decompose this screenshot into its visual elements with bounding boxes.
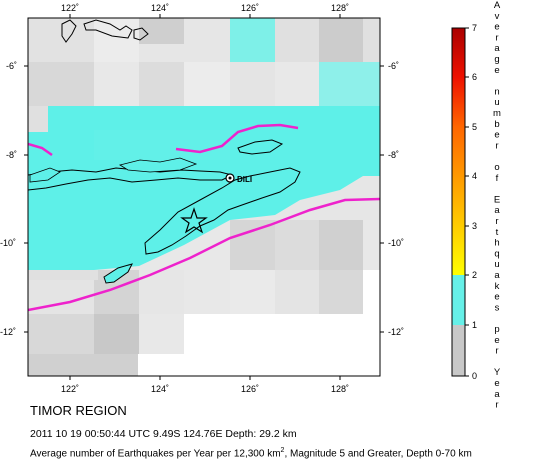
legend-title-char: e <box>494 292 499 303</box>
x-tick-bottom: 126˚ <box>241 384 259 394</box>
trench-line-west <box>28 142 53 157</box>
legend-tick: 5 <box>472 122 477 132</box>
density-description: Average number of Earthquakes per Year p… <box>30 447 472 459</box>
x-tick-bottom: 128˚ <box>331 384 349 394</box>
dili-marker: DILI <box>225 173 252 184</box>
legend-title-char: e <box>494 130 499 141</box>
legend-title-char: g <box>494 54 499 65</box>
y-tick-right: -6˚ <box>388 61 399 71</box>
legend-title-char: f <box>496 173 499 184</box>
map-tick-marks <box>24 14 384 380</box>
legend-title-char: k <box>495 281 500 292</box>
y-tick-left: -6˚ <box>6 61 17 71</box>
y-tick-right: -10˚ <box>388 238 404 248</box>
northern-islands <box>61 19 149 43</box>
legend-title-char: s <box>495 302 500 313</box>
legend-tick: 7 <box>472 23 477 33</box>
city-label-dili: DILI <box>237 175 252 184</box>
legend-title-char: e <box>494 335 499 346</box>
legend-title-char: r <box>495 400 498 411</box>
x-tick-bottom: 124˚ <box>151 384 169 394</box>
legend-title-char: r <box>495 140 498 151</box>
legend-tick: 6 <box>472 72 477 82</box>
legend-title-char: q <box>494 248 499 259</box>
density-description-suffix: , Magnitude 5 and Greater, Depth 0-70 km <box>284 448 472 460</box>
map-frame <box>27 17 381 377</box>
legend-tick: 0 <box>472 371 477 381</box>
x-tick-top: 126˚ <box>241 3 259 13</box>
legend-tick: 3 <box>472 221 477 231</box>
legend-tick: 1 <box>472 320 477 330</box>
trench-line-south <box>28 197 380 312</box>
legend-title-char: b <box>494 119 499 130</box>
y-tick-left: -8˚ <box>6 150 17 160</box>
trench-line-north <box>175 123 299 154</box>
legend-title-char: a <box>494 389 500 400</box>
legend-title-char: r <box>495 216 498 227</box>
wetar-island <box>237 139 284 155</box>
rote-island <box>103 263 133 284</box>
legend-title-char: t <box>496 227 499 238</box>
legend-tick: 4 <box>472 171 477 181</box>
region-title: TIMOR REGION <box>30 403 127 418</box>
legend-title-char: r <box>495 32 498 43</box>
legend-title-char: Y <box>494 367 501 378</box>
x-tick-top: 122˚ <box>61 3 79 13</box>
density-grid-cells <box>28 18 380 376</box>
legend-title-char: a <box>494 43 500 54</box>
timor-island <box>144 167 301 255</box>
legend-title-char: v <box>495 11 500 22</box>
legend-title-char: e <box>494 378 499 389</box>
legend-title-char: u <box>494 97 499 108</box>
legend-title-char: m <box>493 108 501 119</box>
legend-frame <box>451 27 466 377</box>
legend-title-char: e <box>494 65 499 76</box>
legend-swatch-cyan <box>452 275 465 325</box>
legend-title-char: A <box>494 0 501 11</box>
y-tick-left: -12˚ <box>0 327 16 337</box>
legend-title-char: p <box>494 324 499 335</box>
legend-tick: 2 <box>472 270 477 280</box>
x-tick-top: 128˚ <box>331 3 349 13</box>
map-axis-labels: 122˚ 124˚ 126˚ 128˚ 122˚ 124˚ 126˚ 128˚ … <box>0 3 404 394</box>
legend-title-char: r <box>495 346 498 357</box>
superscript-two: 2 <box>280 447 285 454</box>
y-tick-left: -10˚ <box>0 238 16 248</box>
legend-title-char: o <box>494 162 499 173</box>
event-details: 2011 10 19 00:50:44 UTC 9.49S 124.76E De… <box>30 428 297 440</box>
legend-title-char: n <box>494 86 499 97</box>
epicenter-star-icon <box>180 207 208 234</box>
legend-title-char: e <box>494 22 499 33</box>
legend-title-char: a <box>494 270 500 281</box>
legend-title-char: h <box>494 238 499 249</box>
x-tick-bottom: 122˚ <box>61 384 79 394</box>
legend-colorbar: 0 1 2 3 4 5 6 7 AveragenumberofEarthquak… <box>451 0 501 411</box>
legend-swatch-grey <box>452 325 465 376</box>
y-tick-right: -12˚ <box>388 327 404 337</box>
map-panel: 122˚ 124˚ 126˚ 128˚ 122˚ 124˚ 126˚ 128˚ … <box>0 3 404 394</box>
legend-gradient <box>452 28 465 275</box>
legend-title-char: a <box>494 205 500 216</box>
density-description-prefix: Average number of Earthquakes per Year p… <box>30 448 281 460</box>
y-tick-right: -8˚ <box>388 150 399 160</box>
legend-title-char: E <box>494 194 500 205</box>
x-tick-top: 124˚ <box>151 3 169 13</box>
legend-title-char: u <box>494 259 499 270</box>
